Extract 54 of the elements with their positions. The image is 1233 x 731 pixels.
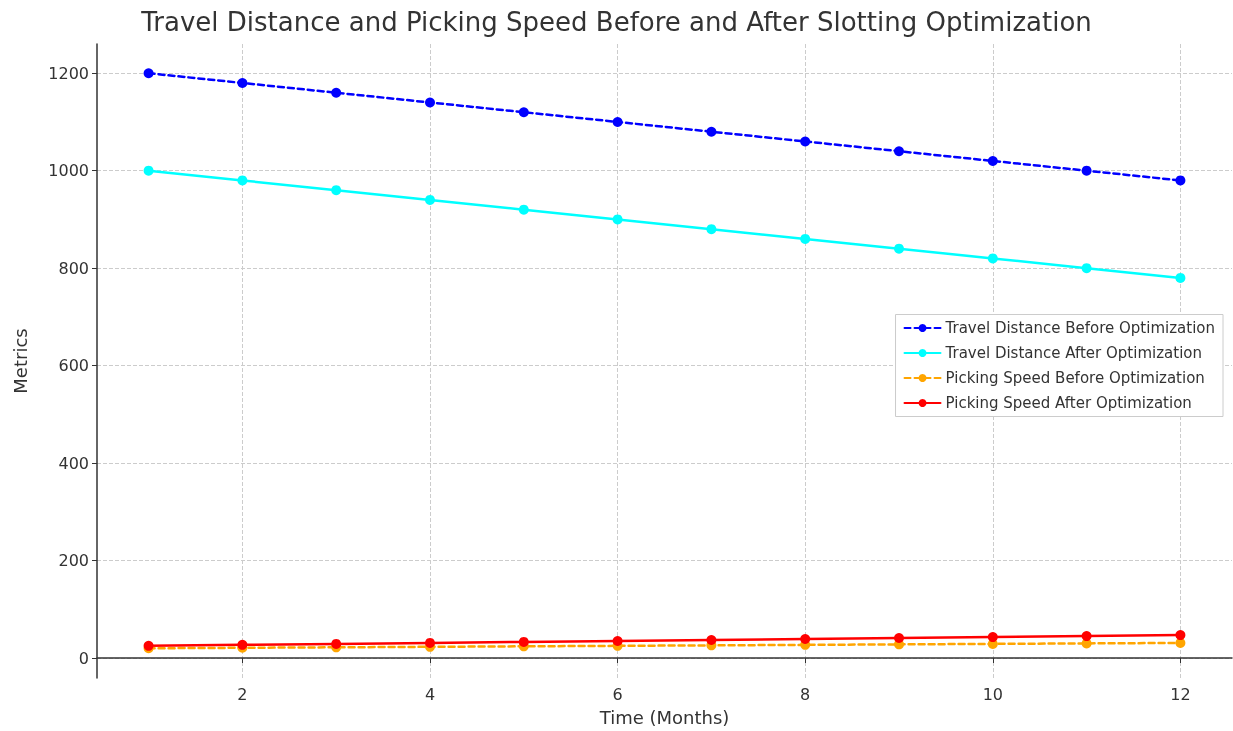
point — [706, 126, 717, 137]
legend-label: Travel Distance Before Optimization — [944, 319, 1215, 337]
point — [987, 155, 998, 166]
point — [518, 636, 529, 647]
point — [425, 194, 435, 205]
point — [800, 136, 811, 147]
y-tick-label: 600 — [58, 356, 89, 376]
y-tick-label: 200 — [58, 551, 89, 571]
point — [331, 185, 342, 196]
x-tick-label: 12 — [1170, 684, 1191, 704]
legend-label: Travel Distance After Optimization — [944, 344, 1202, 362]
point — [331, 87, 342, 98]
y-tick-label: 1000 — [48, 161, 89, 181]
chart-title: Travel Distance and Picking Speed Before and After Slotting Optimization — [140, 7, 1092, 37]
point — [1081, 631, 1092, 642]
x-tick-label: 10 — [982, 684, 1003, 704]
x-tick-label: 4 — [424, 684, 436, 704]
y-tick-label: 0 — [78, 648, 89, 668]
legend-label: Picking Speed Before Optimization — [945, 369, 1205, 387]
point — [518, 204, 529, 215]
x-tick-label: 8 — [800, 684, 811, 704]
point — [143, 165, 154, 176]
x-axis-title: Time (Months) — [598, 706, 730, 728]
point — [612, 214, 623, 225]
point — [987, 253, 998, 264]
point — [518, 107, 529, 118]
point — [1175, 630, 1186, 641]
point — [800, 634, 811, 645]
point — [1175, 175, 1186, 186]
x-tick-label: 2 — [237, 684, 248, 704]
point — [1175, 272, 1186, 283]
point — [706, 224, 717, 235]
y-tick-label: 400 — [58, 453, 89, 473]
y-axis-title: Metrics — [9, 328, 31, 394]
point — [987, 632, 998, 643]
point — [237, 175, 248, 186]
y-tick-label: 800 — [58, 258, 89, 278]
point — [143, 68, 154, 79]
y-tick-label: 1200 — [48, 63, 89, 83]
point — [331, 638, 342, 649]
point — [237, 77, 248, 88]
point — [612, 116, 623, 127]
legend-label: Picking Speed After Optimization — [945, 394, 1192, 412]
point — [425, 97, 435, 108]
point — [425, 637, 435, 648]
point — [894, 633, 904, 644]
point — [894, 146, 904, 157]
point — [894, 243, 904, 254]
point — [706, 634, 717, 645]
point — [800, 233, 811, 244]
point — [612, 635, 623, 646]
point — [1081, 165, 1092, 176]
point — [1081, 263, 1092, 274]
x-tick-label: 6 — [612, 684, 623, 704]
